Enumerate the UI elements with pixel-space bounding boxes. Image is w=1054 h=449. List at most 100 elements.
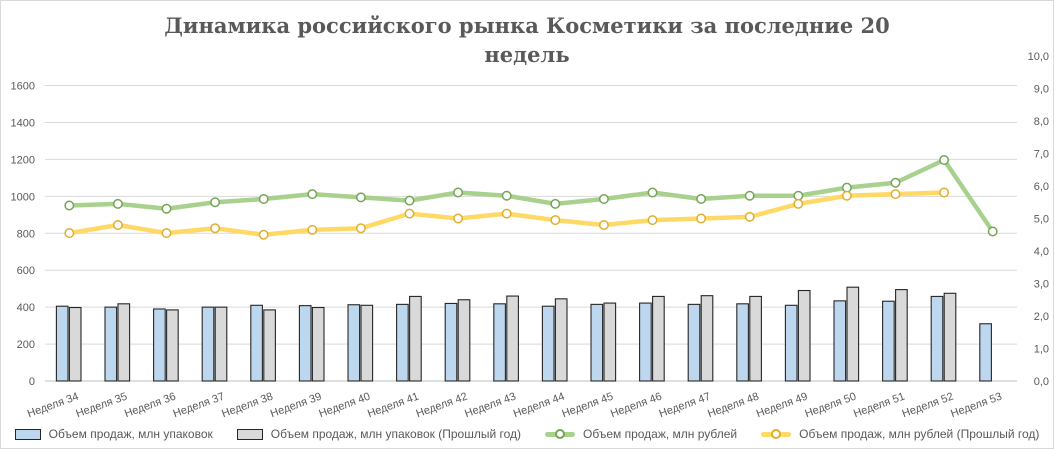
x-axis-category-label: Неделя 40 (317, 391, 372, 421)
data-point-marker (210, 223, 221, 234)
bar-packs-previous (166, 309, 179, 382)
x-axis-category-label: Неделя 43 (463, 391, 518, 421)
x-axis-category-label: Неделя 34 (26, 391, 81, 421)
y-axis-left-tick-label: 1600 (11, 81, 35, 93)
legend-swatch-gray-bar-icon (236, 428, 263, 440)
x-axis-category-label: Неделя 45 (560, 391, 615, 421)
y-axis-right-tick-label: 5,0 (1034, 214, 1049, 226)
data-point-marker (696, 194, 707, 204)
bar-packs-previous (797, 289, 811, 382)
data-point-marker (598, 220, 609, 230)
data-point-marker (841, 182, 852, 193)
data-point-marker (161, 228, 172, 239)
legend-label: Объем продаж, млн рублей (583, 427, 738, 441)
line-series (67, 157, 995, 234)
x-axis-category-label: Неделя 47 (658, 391, 713, 421)
bar-packs-previous (943, 292, 957, 382)
data-point-marker (841, 190, 852, 201)
legend-label: Объем продаж, млн упаковок (48, 427, 213, 441)
data-point-marker (939, 187, 950, 198)
data-point-marker (355, 223, 366, 234)
legend-label: Объем продаж, млн рублей (Прошлый год) (799, 427, 1040, 441)
bar-packs-previous (749, 295, 762, 382)
data-point-marker (793, 198, 804, 209)
bar-packs-previous (700, 295, 714, 382)
bar-packs-current (736, 303, 749, 382)
data-point-marker (501, 190, 512, 201)
data-point-marker (939, 155, 950, 165)
bar-packs-previous (506, 295, 519, 382)
bar-packs-previous (263, 309, 276, 382)
data-point-marker (501, 208, 512, 219)
y-axis-right-tick-label: 0,0 (1034, 376, 1049, 388)
x-axis-category-label: Неделя 50 (803, 391, 858, 421)
data-point-marker (258, 194, 269, 204)
x-axis-category-label: Неделя 38 (220, 391, 275, 421)
bar-packs-current (833, 300, 847, 382)
y-axis-left-tick-label: 1000 (11, 191, 35, 203)
data-point-marker (744, 190, 755, 201)
bar-packs-current (687, 303, 701, 382)
data-point-marker (793, 190, 804, 201)
data-point-marker (161, 203, 172, 214)
data-point-marker (258, 229, 269, 240)
bar-packs-current (639, 302, 652, 382)
legend-item-rubles-current: Объем продаж, млн рублей (545, 427, 737, 441)
x-axis-category-label: Неделя 51 (852, 391, 907, 421)
bar-packs-current (784, 304, 798, 382)
bar-packs-previous (214, 306, 228, 382)
data-point-marker (210, 197, 221, 208)
x-axis-category-label: Неделя 42 (415, 391, 470, 421)
chart-title-line2: недель (484, 42, 570, 67)
data-point-marker (453, 187, 464, 198)
x-axis-category-label: Неделя 52 (901, 391, 956, 421)
data-point-marker (598, 194, 609, 204)
data-point-marker (647, 215, 658, 226)
x-axis-category-label: Неделя 49 (755, 391, 810, 421)
bar-packs-current (396, 303, 409, 382)
bar-packs-current (298, 305, 312, 382)
bar-packs-previous (409, 295, 422, 382)
bar-packs-current (250, 304, 263, 382)
bar-packs-previous (117, 303, 131, 382)
y-axis-left-tick-label: 600 (17, 265, 35, 277)
data-point-marker (64, 200, 75, 211)
legend-swatch-blue-bar-icon (14, 428, 41, 440)
bar-packs-current (104, 306, 118, 382)
bar-packs-current (930, 295, 944, 382)
bar-packs-previous (360, 304, 374, 382)
y-axis-left-tick-label: 1200 (11, 154, 35, 166)
y-axis-left-tick-label: 200 (17, 339, 35, 351)
data-point-marker (744, 211, 755, 222)
data-point-marker (307, 224, 318, 235)
legend-marker-dot-icon (771, 429, 782, 439)
x-axis-category-label: Неделя 39 (269, 391, 324, 421)
legend-item-rubles-previous: Объем продаж, млн рублей (Прошлый год) (761, 427, 1039, 441)
x-axis-category-label: Неделя 37 (172, 391, 227, 421)
legend: Объем продаж, млн упаковок Объем продаж,… (1, 427, 1053, 441)
y-axis-left-tick-label: 0 (29, 376, 35, 388)
data-point-marker (550, 198, 561, 209)
y-axis-right-tick-label: 3,0 (1034, 279, 1049, 291)
y-axis-right-tick-label: 10,0 (1028, 51, 1049, 63)
y-axis-right-tick-label: 7,0 (1034, 149, 1049, 161)
legend-label: Объем продаж, млн упаковок (Прошлый год) (270, 427, 522, 441)
data-point-marker (112, 198, 123, 209)
data-point-marker (647, 187, 658, 198)
data-point-marker (112, 220, 123, 230)
legend-swatch-yellow-line-icon (761, 429, 792, 439)
data-point-marker (890, 177, 901, 188)
x-axis-category-label: Неделя 48 (706, 391, 761, 421)
legend-item-packs-previous: Объем продаж, млн упаковок (Прошлый год) (236, 427, 522, 441)
y-axis-left-tick-label: 800 (17, 228, 35, 240)
y-axis-right-tick-label: 2,0 (1034, 311, 1049, 323)
bar-packs-current (882, 300, 895, 382)
bar-packs-current (153, 308, 166, 382)
data-point-marker (307, 189, 318, 200)
bar-packs-previous (603, 302, 617, 382)
y-axis-right-tick-label: 4,0 (1034, 246, 1049, 258)
bar-packs-previous (554, 298, 568, 382)
legend-swatch-green-line-icon (545, 429, 576, 439)
